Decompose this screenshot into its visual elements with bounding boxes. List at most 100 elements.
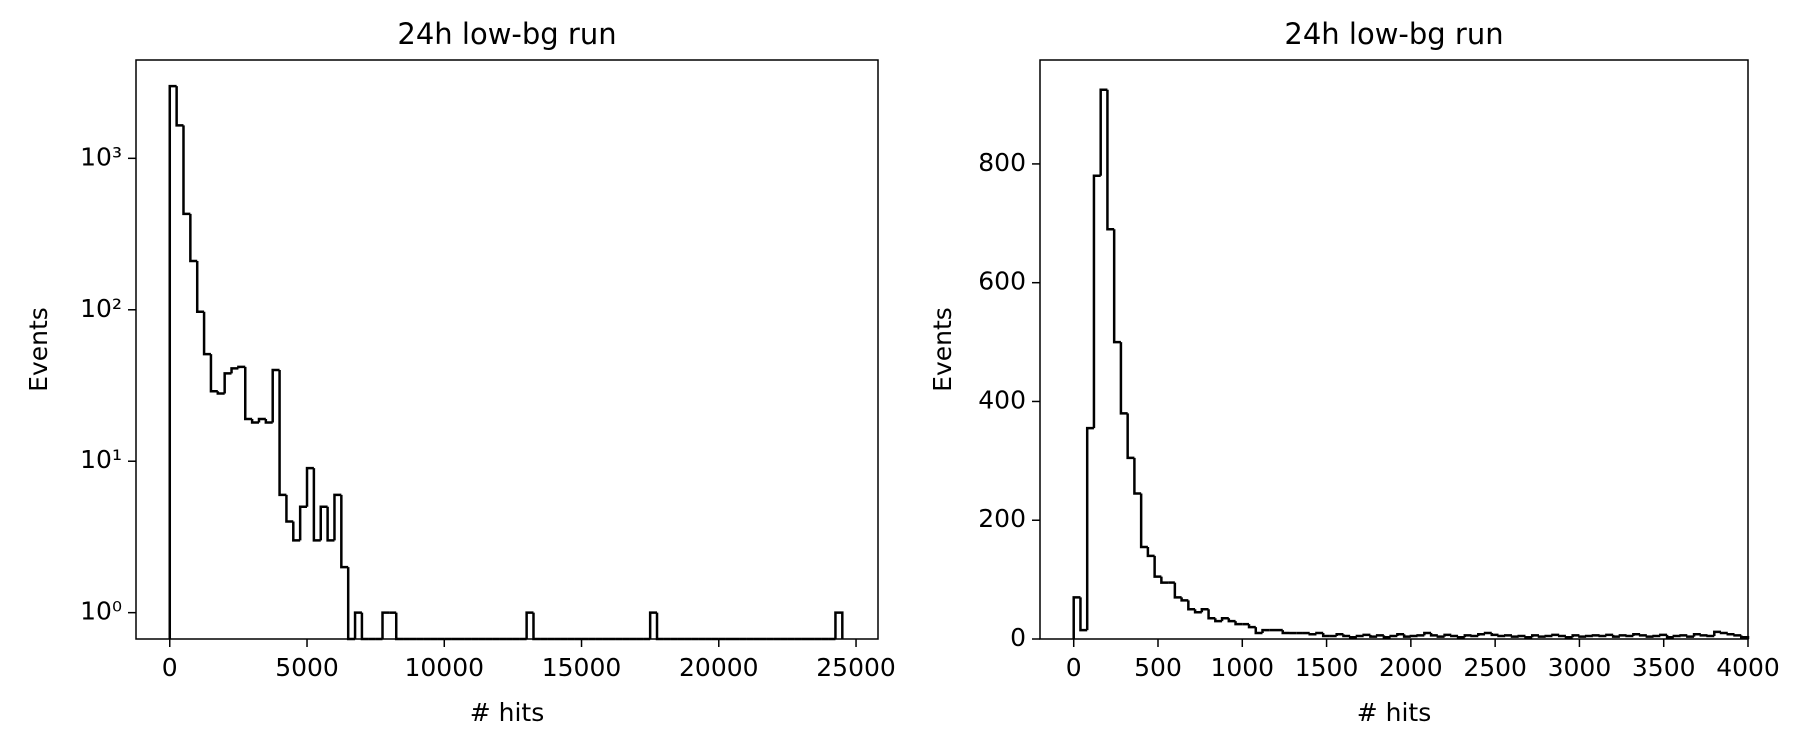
histogram-step (360, 612, 369, 641)
histogram-step (1672, 634, 1681, 638)
histogram-step (1713, 630, 1722, 637)
x-tick-label: 4000 (1716, 653, 1780, 682)
histogram-step (1375, 634, 1384, 637)
y-tick-label: 800 (978, 148, 1026, 177)
y-tick-label: 600 (978, 267, 1026, 296)
histogram-step (1220, 616, 1229, 622)
x-tick-label: 5000 (275, 653, 339, 682)
x-tick-label: 3000 (1548, 653, 1612, 682)
histogram-step (1645, 635, 1654, 638)
histogram-step (292, 521, 301, 542)
histogram-step (1335, 632, 1344, 637)
histogram-step (1443, 633, 1452, 637)
y-axis-label: Events (928, 307, 957, 392)
histogram-step (1659, 633, 1668, 637)
histogram-step (1389, 634, 1398, 638)
histogram-step (648, 611, 658, 639)
x-axis-label: # hits (1357, 698, 1432, 727)
histogram-step (834, 611, 844, 639)
y-tick-label: 200 (978, 504, 1026, 533)
histogram-step (257, 417, 266, 423)
histogram-step (1423, 631, 1432, 636)
histogram-step (1234, 621, 1243, 626)
histogram-step (525, 611, 534, 639)
y-tick-label: 10³ (80, 142, 122, 171)
histogram-step (1733, 634, 1742, 637)
histogram-step (1173, 582, 1182, 599)
histogram-step (1638, 634, 1647, 637)
histogram-step (394, 612, 404, 641)
histogram-step (1396, 632, 1405, 637)
histogram-step (1281, 630, 1290, 635)
histogram-step (1611, 634, 1620, 638)
histogram-step (1591, 634, 1600, 637)
histogram-step (1200, 608, 1209, 613)
histogram-step (1450, 634, 1459, 638)
histogram-step (1530, 634, 1539, 638)
y-tick-label: 0 (1010, 623, 1026, 652)
histogram-step (1409, 634, 1418, 638)
histogram-step (1578, 635, 1587, 638)
histogram-step (1085, 426, 1094, 631)
histogram-step (319, 505, 328, 541)
histogram-step (1477, 632, 1486, 637)
histogram-step (1483, 631, 1492, 635)
histogram-step (1571, 634, 1580, 638)
histogram-step (1254, 627, 1263, 635)
histogram-step (305, 466, 314, 507)
histogram-step (1524, 635, 1533, 639)
histogram-step (655, 612, 664, 641)
histogram-step (1429, 633, 1438, 637)
histogram-step (1099, 88, 1108, 176)
histogram-step (1227, 618, 1236, 623)
histogram-step (1112, 229, 1121, 344)
histogram-step (202, 311, 211, 356)
histogram-step (1180, 597, 1189, 602)
histogram-step (326, 506, 335, 542)
histogram-step (1463, 634, 1472, 638)
x-axis-label: # hits (470, 698, 545, 727)
histogram-step (223, 372, 232, 394)
histogram-step (285, 494, 294, 523)
histogram-step (1402, 634, 1411, 638)
histogram-step (1342, 634, 1351, 638)
histogram-step (1416, 634, 1425, 637)
histogram-step (1605, 633, 1614, 637)
histogram-step (1551, 633, 1560, 637)
x-tick-label: 0 (162, 653, 178, 682)
histogram-step (1133, 457, 1142, 495)
histogram-step (230, 367, 239, 374)
histogram-step (1382, 635, 1391, 639)
histogram-step (175, 86, 184, 127)
histogram-step (278, 370, 287, 497)
histogram-step (1308, 632, 1317, 636)
histogram-step (1153, 555, 1162, 578)
axes-frame (1039, 59, 1749, 640)
histogram-step (1362, 633, 1371, 637)
histogram-step (1497, 634, 1506, 638)
histogram-step (312, 468, 321, 542)
histogram-step (1247, 624, 1256, 629)
y-tick-label: 400 (978, 385, 1026, 414)
histogram-step (1679, 634, 1688, 637)
histogram-step (353, 611, 362, 639)
histogram-step (1584, 634, 1593, 638)
histogram-step (1510, 635, 1519, 638)
histogram-step (1315, 631, 1324, 635)
y-axis-label: Events (24, 307, 53, 392)
histogram-step (1706, 634, 1715, 638)
x-tick-label: 1500 (1295, 653, 1359, 682)
x-tick-label: 2500 (1463, 653, 1527, 682)
histogram-step (1537, 635, 1546, 638)
x-tick-label: 3500 (1632, 653, 1696, 682)
histogram-step (1126, 413, 1135, 460)
y-tick-label: 10¹ (80, 445, 122, 474)
histogram-step (1369, 634, 1378, 638)
histogram-step (1719, 631, 1728, 635)
histogram-step (1632, 632, 1641, 637)
histogram-step (1092, 174, 1101, 429)
histogram-step (189, 213, 198, 263)
histogram-step (1139, 493, 1148, 549)
histogram-step (1652, 634, 1661, 638)
